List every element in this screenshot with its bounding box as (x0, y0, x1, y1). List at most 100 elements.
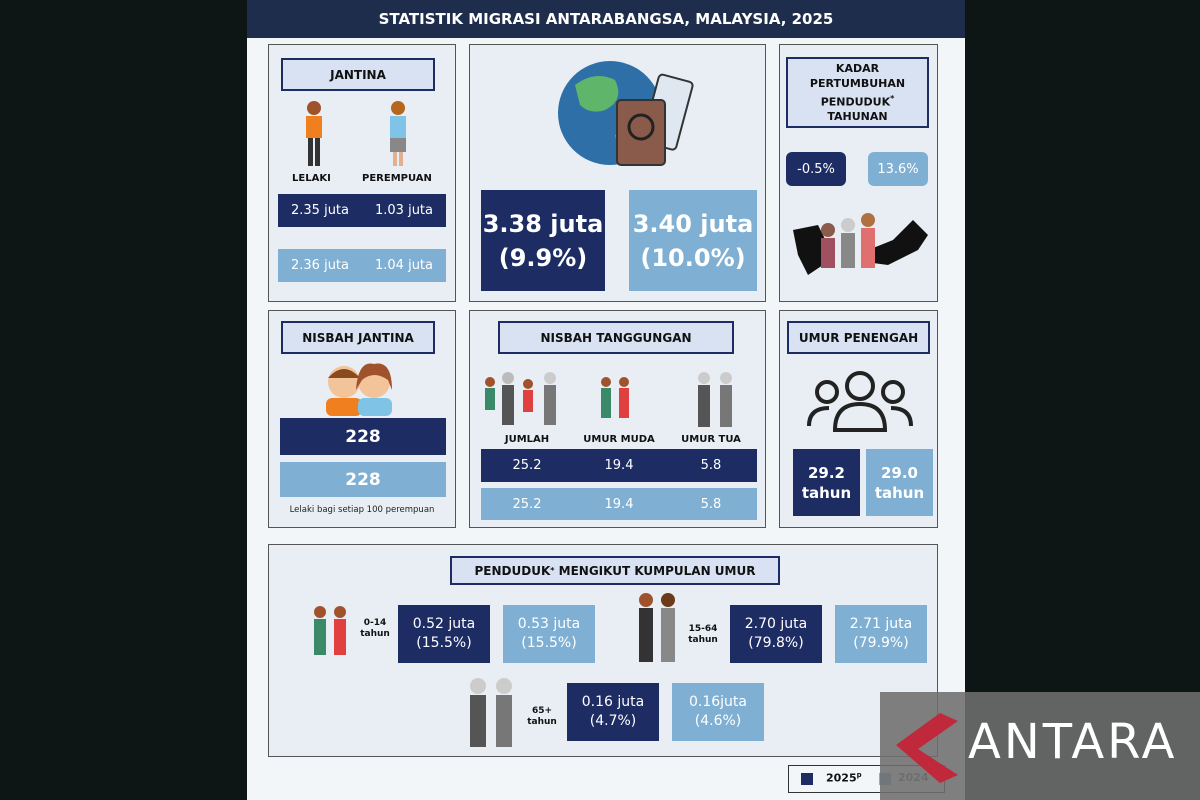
shape (619, 377, 629, 387)
cell: 25.2 (512, 458, 542, 473)
family-icons (485, 372, 732, 427)
shape (639, 593, 653, 607)
watermark-text: ANTARA (968, 714, 1178, 770)
range: 65+ (531, 706, 553, 716)
amount: 0.53 juta (517, 616, 581, 632)
share: (15.5%) (521, 635, 577, 651)
shape (896, 713, 958, 783)
share: (4.6%) (694, 713, 742, 729)
shape (470, 678, 486, 694)
note: Lelaki bagi setiap 100 perempuan (289, 505, 435, 515)
legend-label: 2025p (826, 771, 862, 785)
shape: PENDUDUK* (821, 91, 895, 110)
share: (79.9%) (853, 635, 909, 651)
range: 15-64 (688, 624, 718, 634)
kadar-2024: 13.6% (868, 152, 928, 186)
shape (815, 380, 839, 404)
title-part: MENGIKUT KUMPULAN UMUR (558, 563, 756, 578)
shape (485, 388, 495, 410)
unit: tahun (360, 629, 390, 639)
umur-2024: 29.0 tahun (866, 449, 933, 516)
cell: 25.2 (512, 496, 542, 512)
shape (358, 398, 392, 416)
shape (821, 223, 835, 237)
shape (314, 619, 326, 655)
shape (326, 398, 362, 416)
shape (720, 372, 732, 384)
age-value: 2.71 juta (79.9%) (835, 605, 927, 663)
shape (399, 152, 403, 166)
table-row (481, 488, 757, 520)
shape (616, 99, 666, 166)
gender-icons (306, 101, 406, 166)
shape (485, 377, 495, 387)
adults-icon (639, 593, 675, 662)
watermark-logo (896, 713, 958, 783)
title-line: KADAR (835, 61, 880, 75)
amount: 0.52 juta (412, 616, 476, 632)
shape (502, 385, 514, 425)
shape (841, 218, 855, 232)
col-header: UMUR TUA (681, 433, 741, 445)
shape (308, 138, 313, 166)
col-header: JUMLAH (504, 433, 550, 445)
shape (698, 372, 710, 384)
shape (720, 385, 732, 427)
tanggungan-title: NISBAH TANGGUNGAN (498, 321, 734, 354)
shape (698, 385, 710, 427)
jantina-title: JANTINA (281, 58, 435, 91)
amount: 3.38 juta (482, 209, 604, 238)
shape (793, 220, 928, 275)
shape (601, 388, 611, 418)
map-icon (793, 213, 928, 275)
value: 1.03 juta (375, 203, 433, 218)
range: 0-14 (363, 618, 387, 628)
amount: 3.40 juta (632, 209, 754, 238)
legend-text: 2025 (826, 771, 857, 785)
shape (807, 406, 830, 427)
jantina-row (278, 249, 446, 282)
umur-2025: 29.2 tahun (793, 449, 860, 516)
shape (601, 377, 611, 387)
shape (356, 363, 392, 390)
shape (639, 608, 653, 662)
title-line: PENDUDUK (820, 95, 891, 109)
shape (861, 228, 875, 268)
elders-icon (470, 678, 512, 747)
age-value: 0.53 juta (15.5%) (503, 605, 595, 663)
shape (890, 406, 913, 427)
shape (661, 608, 675, 662)
shape (502, 372, 514, 384)
legend-sup: p (856, 771, 862, 779)
shape (821, 238, 835, 268)
title-line: TAHUNAN (827, 110, 888, 124)
age-label: 65+ tahun (522, 706, 562, 728)
shape (619, 388, 629, 418)
shape (496, 695, 512, 747)
shape (315, 138, 320, 166)
shape (832, 401, 888, 432)
shape (391, 101, 405, 115)
age-label: 15-64 tahun (683, 624, 723, 646)
kumpulan-title: PENDUDUK * MENGIKUT KUMPULAN UMUR (450, 556, 780, 585)
share: (79.8%) (748, 635, 804, 651)
cell: 5.8 (700, 496, 722, 512)
label-perempuan: PEREMPUAN (362, 173, 432, 184)
title-part: PENDUDUK (474, 563, 551, 578)
amount: 0.16juta (688, 694, 747, 710)
num: 29.2 (807, 463, 845, 482)
title-sup: * (550, 565, 555, 575)
shape (544, 372, 556, 384)
share: (4.7%) (589, 713, 637, 729)
unit: tahun (688, 635, 718, 645)
shape (485, 372, 556, 425)
shape (334, 619, 346, 655)
shape (881, 380, 905, 404)
value: 2.36 juta (291, 258, 349, 273)
nisbah-2025: 228 (280, 418, 446, 455)
value: 1.04 juta (375, 258, 433, 273)
num: 29.0 (880, 463, 918, 482)
migran-2025: 3.38 juta (9.9%) (481, 190, 605, 291)
cell: 19.4 (604, 458, 634, 473)
cell: 5.8 (700, 458, 722, 473)
